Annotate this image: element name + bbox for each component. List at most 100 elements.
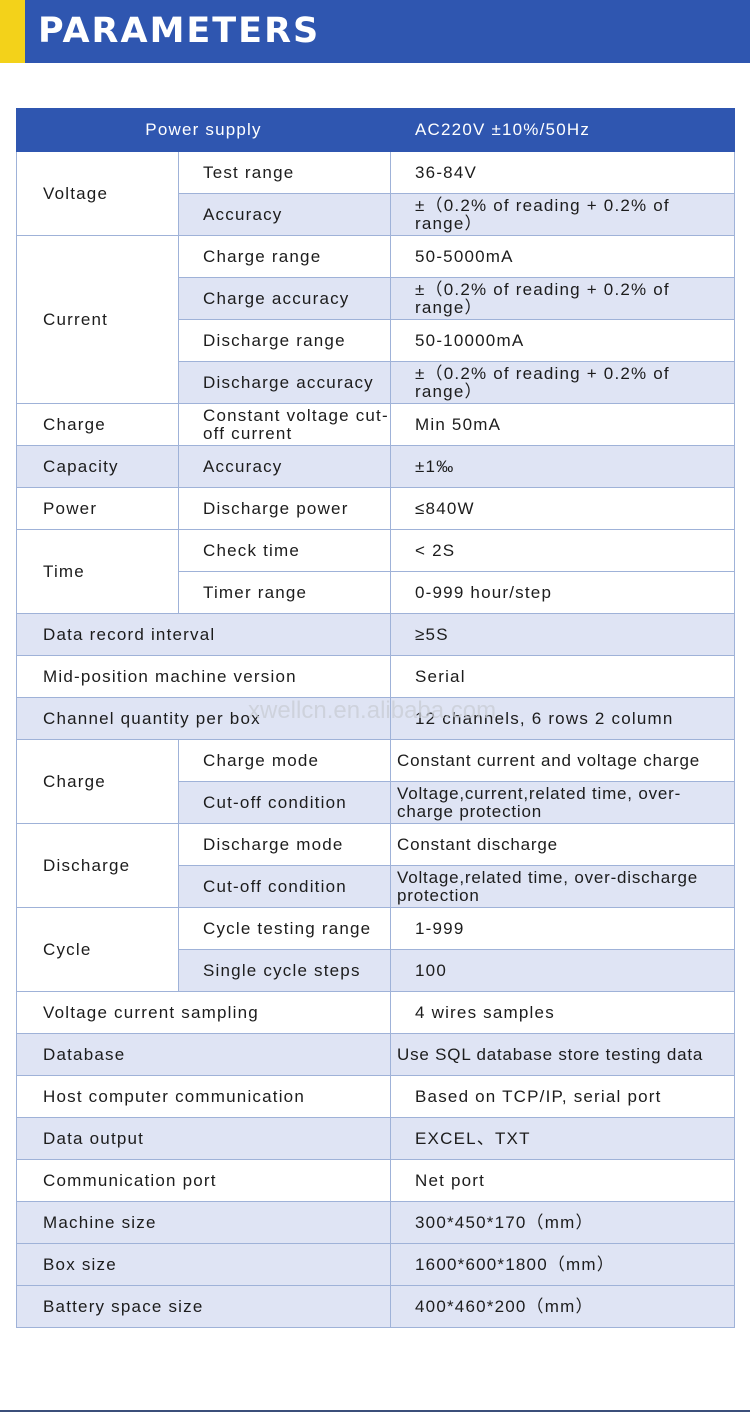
mid-position-version-label: Mid-position machine version: [15, 655, 392, 698]
header-banner: PARAMETERS: [0, 0, 750, 63]
discharge-range-value: 50-10000mA: [390, 319, 736, 362]
discharge-cutoff-condition-label: Cut-off condition: [177, 865, 392, 908]
database-label: Database: [15, 1033, 392, 1076]
table-row: Current Charge range 50-5000mA: [16, 235, 736, 404]
table-row: Voltage current sampling 4 wires samples: [15, 991, 736, 1034]
parameters-table: Power supply AC220V ±10%/50Hz Voltage Te…: [15, 108, 736, 1328]
time-group-label: Time: [16, 529, 179, 614]
table-row: Cycle Cycle testing range 1-999: [16, 907, 736, 992]
charge-accuracy-label: Charge accuracy: [177, 277, 392, 320]
charge-cutoff-condition-label: Cut-off condition: [177, 781, 392, 824]
charge-cutoff-value: Min 50mA: [390, 403, 736, 446]
power-supply-value: AC220V ±10%/50Hz: [390, 108, 736, 152]
table-row: Power Discharge power ≤840W: [16, 487, 736, 530]
table-row: Battery space size 400*460*200（mm）: [15, 1285, 736, 1328]
charge-group-label: Charge: [16, 739, 179, 824]
check-time-label: Check time: [177, 529, 392, 572]
voltage-test-range-value: 36-84V: [390, 151, 736, 194]
cycle-testing-range-label: Cycle testing range: [177, 907, 392, 950]
charge-mode-value: Constant current and voltage charge: [390, 739, 736, 782]
table-row: Box size 1600*600*1800（mm）: [15, 1243, 736, 1286]
cycle-group-label: Cycle: [16, 907, 179, 992]
discharge-accuracy-label: Discharge accuracy: [177, 361, 392, 404]
power-supply-label: Power supply: [15, 108, 392, 152]
data-output-value: EXCEL、TXT: [390, 1117, 736, 1160]
voltage-accuracy-label: Accuracy: [177, 193, 392, 236]
discharge-accuracy-value: ±（0.2% of reading + 0.2% of range）: [390, 361, 736, 404]
data-record-interval-value: ≥5S: [390, 613, 736, 656]
table-row: Power supply AC220V ±10%/50Hz: [15, 108, 736, 152]
machine-size-value: 300*450*170（mm）: [390, 1201, 736, 1244]
current-group-label: Current: [16, 235, 179, 404]
voltage-accuracy-value: ±（0.2% of reading + 0.2% of range）: [390, 193, 736, 236]
table-row: Cut-off condition Voltage,current,relate…: [17, 781, 736, 824]
table-row: Timer range 0-999 hour/step: [17, 571, 736, 614]
discharge-cutoff-condition-value: Voltage,related time, over-discharge pro…: [390, 865, 736, 908]
capacity-accuracy-label: Accuracy: [177, 445, 392, 488]
charge-mode-label: Charge mode: [177, 739, 392, 782]
database-value: Use SQL database store testing data: [390, 1033, 736, 1076]
sampling-value: 4 wires samples: [390, 991, 736, 1034]
table-row: Database Use SQL database store testing …: [15, 1033, 736, 1076]
table-row: Charge Charge mode Constant current and …: [16, 739, 736, 824]
check-time-value: < 2S: [390, 529, 736, 572]
single-cycle-steps-value: 100: [390, 949, 736, 992]
header-accent-bar: [0, 0, 25, 63]
host-communication-value: Based on TCP/IP, serial port: [390, 1075, 736, 1118]
communication-port-value: Net port: [390, 1159, 736, 1202]
table-row: Channel quantity per box 12 channels, 6 …: [15, 697, 736, 740]
host-communication-label: Host computer communication: [15, 1075, 392, 1118]
table-row: Charge Constant voltage cut-off current …: [16, 403, 736, 446]
table-row: Charge accuracy ±（0.2% of reading + 0.2%…: [17, 277, 736, 320]
table-row: Communication port Net port: [15, 1159, 736, 1202]
timer-range-value: 0-999 hour/step: [390, 571, 736, 614]
box-size-value: 1600*600*1800（mm）: [390, 1243, 736, 1286]
charge-cutoff-group-label: Charge: [16, 403, 179, 446]
table-row: Time Check time < 2S: [16, 529, 736, 614]
data-record-interval-label: Data record interval: [15, 613, 392, 656]
table-row: Discharge range 50-10000mA: [17, 319, 736, 362]
table-row: Data output EXCEL、TXT: [15, 1117, 736, 1160]
table-row: Accuracy ±（0.2% of reading + 0.2% of ran…: [17, 193, 736, 236]
capacity-group-label: Capacity: [16, 445, 179, 488]
mid-position-version-value: Serial: [390, 655, 736, 698]
charge-range-label: Charge range: [177, 235, 392, 278]
channel-quantity-label: Channel quantity per box: [15, 697, 392, 740]
sampling-label: Voltage current sampling: [15, 991, 392, 1034]
discharge-mode-label: Discharge mode: [177, 823, 392, 866]
single-cycle-steps-label: Single cycle steps: [177, 949, 392, 992]
discharge-mode-value: Constant discharge: [390, 823, 736, 866]
battery-space-size-value: 400*460*200（mm）: [390, 1285, 736, 1328]
cycle-testing-range-value: 1-999: [390, 907, 736, 950]
capacity-accuracy-value: ±1‰: [390, 445, 736, 488]
table-row: Machine size 300*450*170（mm）: [15, 1201, 736, 1244]
voltage-test-range-label: Test range: [177, 151, 392, 194]
discharge-range-label: Discharge range: [177, 319, 392, 362]
discharge-power-label: Discharge power: [177, 487, 392, 530]
power-group-label: Power: [16, 487, 179, 530]
table-row: Discharge Discharge mode Constant discha…: [16, 823, 736, 908]
machine-size-label: Machine size: [15, 1201, 392, 1244]
table-row: Data record interval ≥5S: [15, 613, 736, 656]
table-row: Host computer communication Based on TCP…: [15, 1075, 736, 1118]
discharge-power-value: ≤840W: [390, 487, 736, 530]
battery-space-size-label: Battery space size: [15, 1285, 392, 1328]
table-row: Capacity Accuracy ±1‰: [16, 445, 736, 488]
discharge-group-label: Discharge: [16, 823, 179, 908]
data-output-label: Data output: [15, 1117, 392, 1160]
charge-cutoff-condition-value: Voltage,current,related time, over-charg…: [390, 781, 736, 824]
box-size-label: Box size: [15, 1243, 392, 1286]
channel-quantity-value: 12 channels, 6 rows 2 column: [390, 697, 736, 740]
bottom-divider: [0, 1410, 750, 1412]
table-row: Mid-position machine version Serial: [15, 655, 736, 698]
charge-range-value: 50-5000mA: [390, 235, 736, 278]
charge-accuracy-value: ±（0.2% of reading + 0.2% of range）: [390, 277, 736, 320]
table-row: Voltage Test range 36-84V: [16, 151, 736, 236]
charge-cutoff-label: Constant voltage cut-off current: [177, 403, 392, 446]
page-title: PARAMETERS: [38, 11, 321, 51]
communication-port-label: Communication port: [15, 1159, 392, 1202]
table-row: Cut-off condition Voltage,related time, …: [17, 865, 736, 908]
timer-range-label: Timer range: [177, 571, 392, 614]
voltage-group-label: Voltage: [16, 151, 179, 236]
table-row: Single cycle steps 100: [17, 949, 736, 992]
